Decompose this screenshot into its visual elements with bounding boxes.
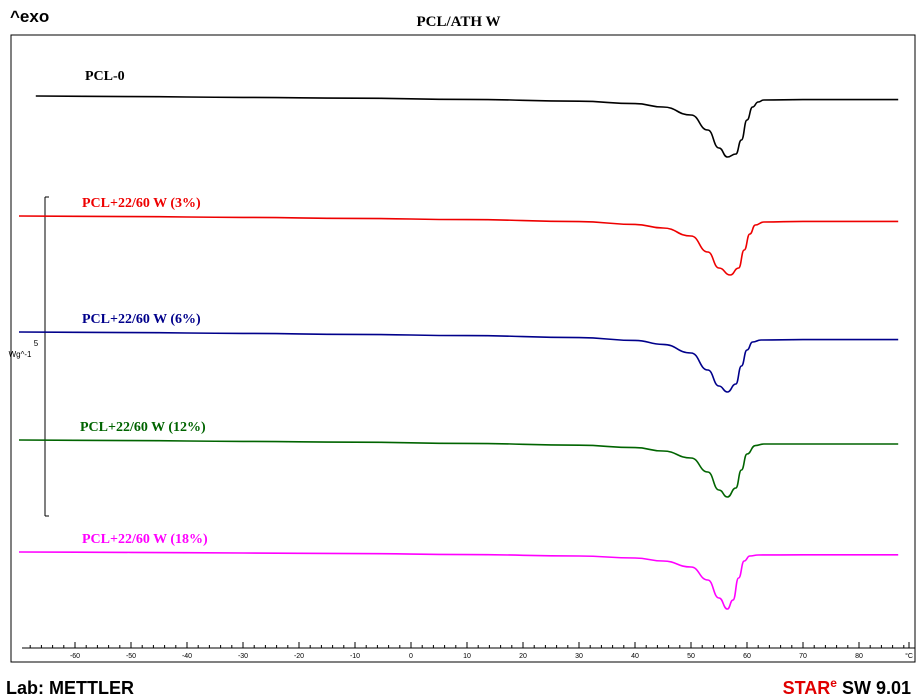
curve-label-5: PCL+22/60 W (18%) (82, 532, 208, 547)
dsc-curve-5 (18, 551, 899, 610)
dsc-curve-3 (18, 331, 899, 393)
x-tick-label: 10 (463, 653, 471, 660)
curves-group (18, 95, 899, 610)
x-tick-label: -50 (126, 653, 136, 660)
x-tick-label: 70 (799, 653, 807, 660)
x-tick-label: 60 (743, 653, 751, 660)
x-tick-label: 40 (631, 653, 639, 660)
x-tick-label: -40 (182, 653, 192, 660)
x-tick-label: -60 (70, 653, 80, 660)
curve-label-2: PCL+22/60 W (3%) (82, 196, 201, 211)
scale-bar-unit: Wg^-1 (9, 350, 32, 359)
lab-label: Lab: METTLER (6, 678, 134, 698)
scale-bar-value: 5 (34, 339, 39, 348)
curve-labels-group: PCL-0 PCL+22/60 W (3%) PCL+22/60 W (6%) PCL… (80, 69, 208, 547)
x-axis-unit: °C (905, 652, 913, 660)
curve-label-1: PCL-0 (85, 69, 125, 84)
scale-bar: 5 Wg^-1 (9, 196, 49, 517)
x-tick-label: 50 (687, 653, 695, 660)
chart-title: PCL/ATH W (416, 14, 501, 30)
software-superscript: e (830, 676, 837, 690)
x-axis: -60 -50 -40 -30 -20 -10 0 10 20 30 40 50 60 70 80 °C (22, 642, 915, 660)
curve-label-4: PCL+22/60 W (12%) (80, 420, 206, 435)
x-tick-label: -30 (238, 653, 248, 660)
x-tick-label: -20 (294, 653, 304, 660)
exo-direction-label: ^exo (10, 7, 50, 26)
x-tick-label: 30 (575, 653, 583, 660)
x-tick-label: 0 (409, 653, 413, 660)
x-tick-label: 20 (519, 653, 527, 660)
software-version: SW 9.01 (836, 678, 911, 698)
dsc-curve-2 (18, 215, 899, 276)
software-label: STARe SW 9.01 (782, 676, 911, 699)
dsc-curve-1 (35, 95, 899, 158)
software-name-red: STAR (782, 678, 831, 698)
x-tick-label: 80 (855, 653, 863, 660)
dsc-curve-4 (18, 439, 899, 498)
plot-frame (10, 34, 916, 663)
curve-label-3: PCL+22/60 W (6%) (82, 312, 201, 327)
x-tick-label: -10 (350, 653, 360, 660)
